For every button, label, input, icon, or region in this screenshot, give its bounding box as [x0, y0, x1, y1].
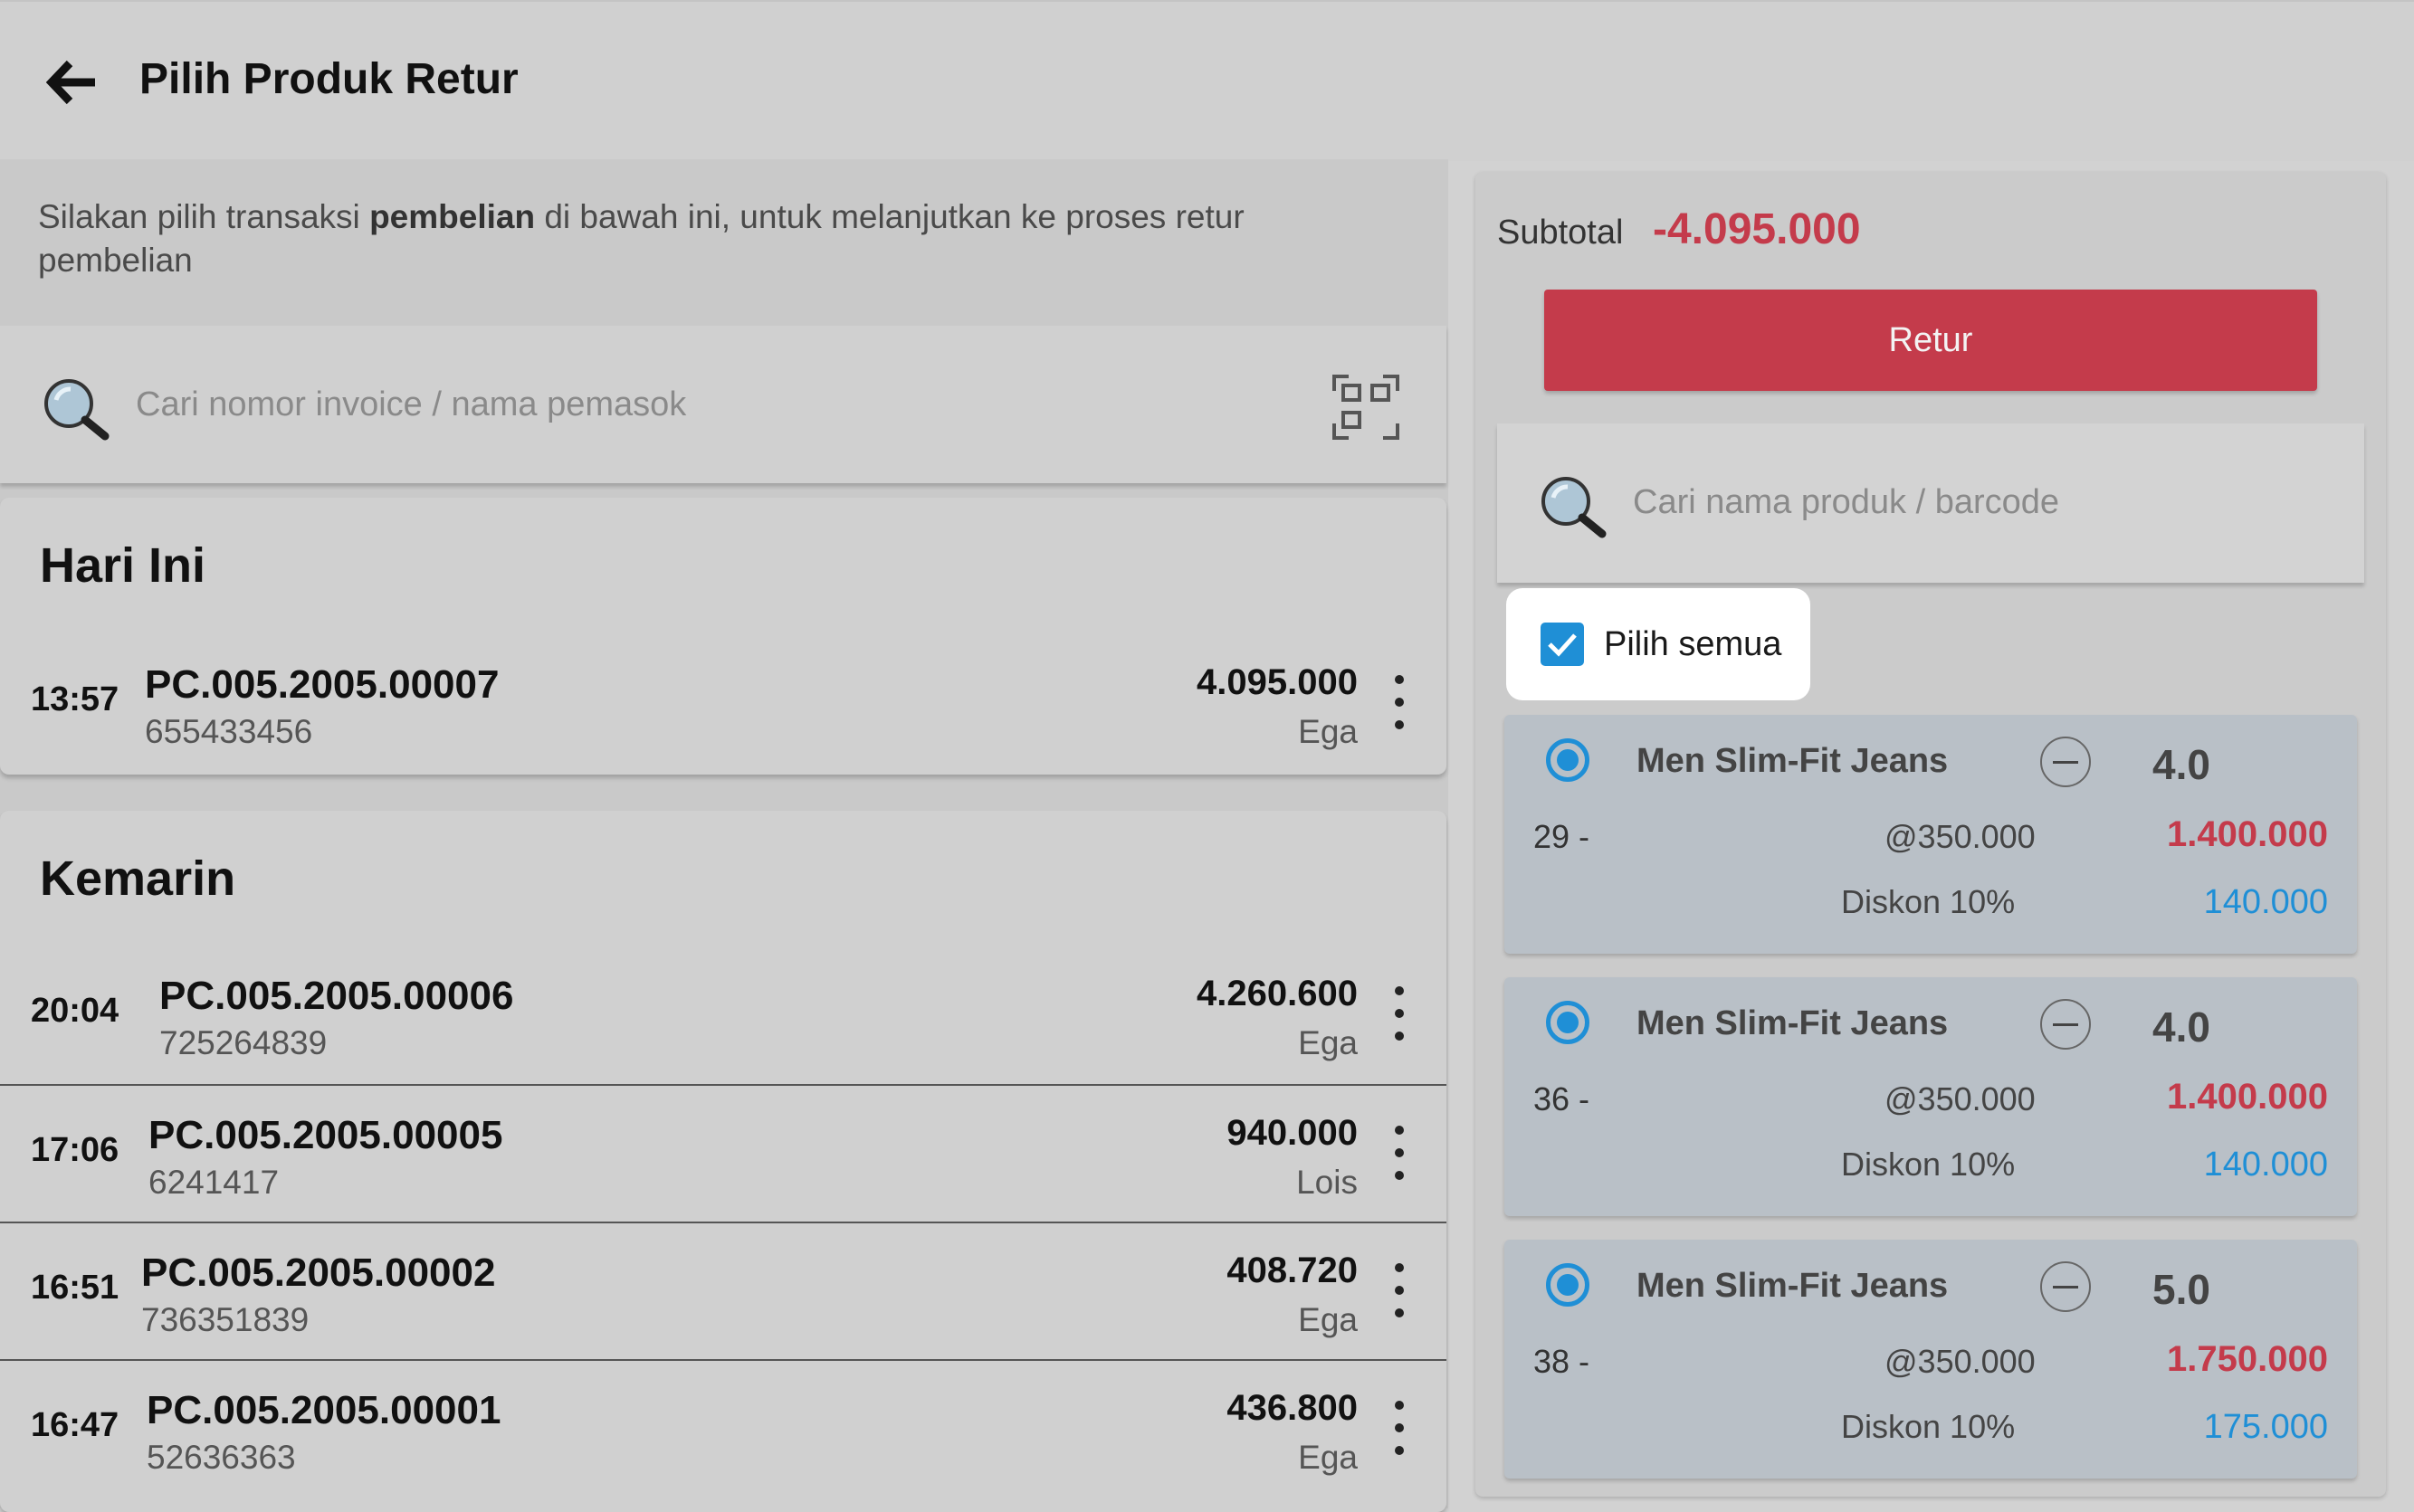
check-icon — [1548, 633, 1577, 657]
transaction-row[interactable]: 16:47 PC.005.2005.00001 52636363 436.800… — [0, 1359, 1446, 1498]
product-name: Men Slim-Fit Jeans — [1636, 1267, 1949, 1305]
product-size: 29 - — [1533, 818, 1590, 855]
group-title: Hari Ini — [40, 538, 206, 593]
transaction-supplier: Ega — [1298, 1439, 1358, 1476]
transaction-row[interactable]: 17:06 PC.005.2005.00005 6241417 940.000 … — [0, 1084, 1446, 1223]
page-title: Pilih Produk Retur — [139, 55, 519, 103]
group-title: Kemarin — [40, 851, 236, 906]
transaction-invoice: PC.005.2005.00006 — [159, 974, 514, 1018]
product-total: 1.400.000 — [2167, 1077, 2328, 1117]
transaction-invoice: PC.005.2005.00005 — [148, 1113, 503, 1157]
product-qty: 4.0 — [2152, 1003, 2210, 1051]
transaction-ref: 6241417 — [148, 1164, 280, 1201]
transaction-invoice: PC.005.2005.00001 — [147, 1388, 501, 1432]
product-discount-label: Diskon 10% — [1841, 883, 2016, 920]
more-vertical-icon[interactable] — [1379, 675, 1419, 729]
app-bar: Pilih Produk Retur — [0, 0, 2414, 161]
radio-selected-icon[interactable] — [1546, 738, 1589, 782]
radio-selected-icon[interactable] — [1546, 1001, 1589, 1044]
transaction-supplier: Ega — [1298, 1024, 1358, 1061]
transaction-row[interactable]: 13:57 PC.005.2005.00007 655433456 4.095.… — [0, 635, 1446, 773]
product-discount-value: 175.000 — [2203, 1408, 2328, 1446]
select-all-checkbox[interactable] — [1541, 623, 1584, 666]
more-vertical-icon[interactable] — [1379, 1401, 1419, 1455]
transaction-supplier: Lois — [1296, 1164, 1358, 1201]
subtotal-value: -4.095.000 — [1653, 205, 1861, 253]
transaction-row[interactable]: 20:04 PC.005.2005.00006 725264839 4.260.… — [0, 946, 1446, 1084]
transaction-ref: 52636363 — [147, 1439, 296, 1476]
transaction-supplier: Ega — [1298, 713, 1358, 750]
product-card[interactable]: Men Slim-Fit Jeans 4.0 29 - @350.000 1.4… — [1504, 715, 2357, 954]
transaction-row[interactable]: 16:51 PC.005.2005.00002 736351839 408.72… — [0, 1222, 1446, 1361]
minus-circle-icon[interactable] — [2040, 737, 2091, 787]
instruction-text: Silakan pilih transaksi pembelian di baw… — [38, 198, 1245, 279]
return-cart-panel: Subtotal -4.095.000 Retur Cari nama prod… — [1475, 172, 2386, 1497]
transaction-amount: 408.720 — [1226, 1250, 1358, 1290]
product-discount-label: Diskon 10% — [1841, 1146, 2016, 1183]
transaction-invoice: PC.005.2005.00007 — [145, 662, 500, 707]
barcode-scan-icon[interactable] — [1331, 373, 1401, 442]
product-discount-value: 140.000 — [2203, 1146, 2328, 1184]
search-icon — [1541, 477, 1607, 538]
product-card[interactable]: Men Slim-Fit Jeans 5.0 38 - @350.000 1.7… — [1504, 1240, 2357, 1479]
group-yesterday: Kemarin 20:04 PC.005.2005.00006 72526483… — [0, 811, 1446, 1512]
transaction-time: 20:04 — [31, 992, 119, 1030]
arrow-left-icon — [46, 60, 95, 105]
select-all-label: Pilih semua — [1604, 624, 1782, 663]
minus-circle-icon[interactable] — [2040, 1261, 2091, 1312]
product-card[interactable]: Men Slim-Fit Jeans 4.0 36 - @350.000 1.4… — [1504, 977, 2357, 1216]
group-today: Hari Ini 13:57 PC.005.2005.00007 6554334… — [0, 498, 1446, 775]
transaction-amount: 4.260.600 — [1197, 974, 1358, 1013]
product-search-input[interactable]: Cari nama produk / barcode — [1633, 483, 2060, 521]
product-unit-price: @350.000 — [1884, 818, 2036, 855]
transaction-time: 16:51 — [31, 1269, 119, 1307]
transaction-time: 17:06 — [31, 1131, 119, 1169]
more-vertical-icon[interactable] — [1379, 986, 1419, 1041]
transaction-ref: 736351839 — [141, 1301, 310, 1338]
product-name: Men Slim-Fit Jeans — [1636, 742, 1949, 780]
back-button[interactable] — [40, 51, 103, 114]
product-search-bar[interactable]: Cari nama produk / barcode — [1497, 423, 2364, 583]
transaction-invoice: PC.005.2005.00002 — [141, 1250, 496, 1295]
product-size: 36 - — [1533, 1080, 1590, 1117]
product-discount-label: Diskon 10% — [1841, 1408, 2016, 1445]
product-discount-value: 140.000 — [2203, 883, 2328, 921]
product-size: 38 - — [1533, 1343, 1590, 1380]
transaction-time: 13:57 — [31, 680, 119, 718]
transaction-pane: Silakan pilih transaksi pembelian di baw… — [0, 159, 1448, 1512]
more-vertical-icon[interactable] — [1379, 1126, 1419, 1180]
subtotal-label: Subtotal — [1497, 214, 1624, 252]
product-total: 1.750.000 — [2167, 1339, 2328, 1379]
product-qty: 5.0 — [2152, 1266, 2210, 1313]
more-vertical-icon[interactable] — [1379, 1263, 1419, 1317]
select-all-toggle[interactable]: Pilih semua — [1506, 588, 1810, 700]
retur-button[interactable]: Retur — [1544, 290, 2317, 391]
transaction-supplier: Ega — [1298, 1301, 1358, 1338]
product-unit-price: @350.000 — [1884, 1343, 2036, 1380]
product-name: Men Slim-Fit Jeans — [1636, 1004, 1949, 1042]
transaction-time: 16:47 — [31, 1406, 119, 1444]
transaction-ref: 725264839 — [159, 1024, 328, 1061]
search-input[interactable]: Cari nomor invoice / nama pemasok — [136, 385, 687, 423]
minus-circle-icon[interactable] — [2040, 999, 2091, 1050]
search-icon — [44, 379, 110, 441]
transaction-amount: 940.000 — [1226, 1113, 1358, 1153]
transaction-amount: 4.095.000 — [1197, 662, 1358, 702]
product-total: 1.400.000 — [2167, 814, 2328, 854]
transaction-amount: 436.800 — [1226, 1388, 1358, 1428]
transaction-ref: 655433456 — [145, 713, 313, 750]
product-unit-price: @350.000 — [1884, 1080, 2036, 1117]
radio-selected-icon[interactable] — [1546, 1263, 1589, 1307]
invoice-search-bar[interactable]: Cari nomor invoice / nama pemasok — [0, 326, 1446, 483]
product-qty: 4.0 — [2152, 741, 2210, 788]
